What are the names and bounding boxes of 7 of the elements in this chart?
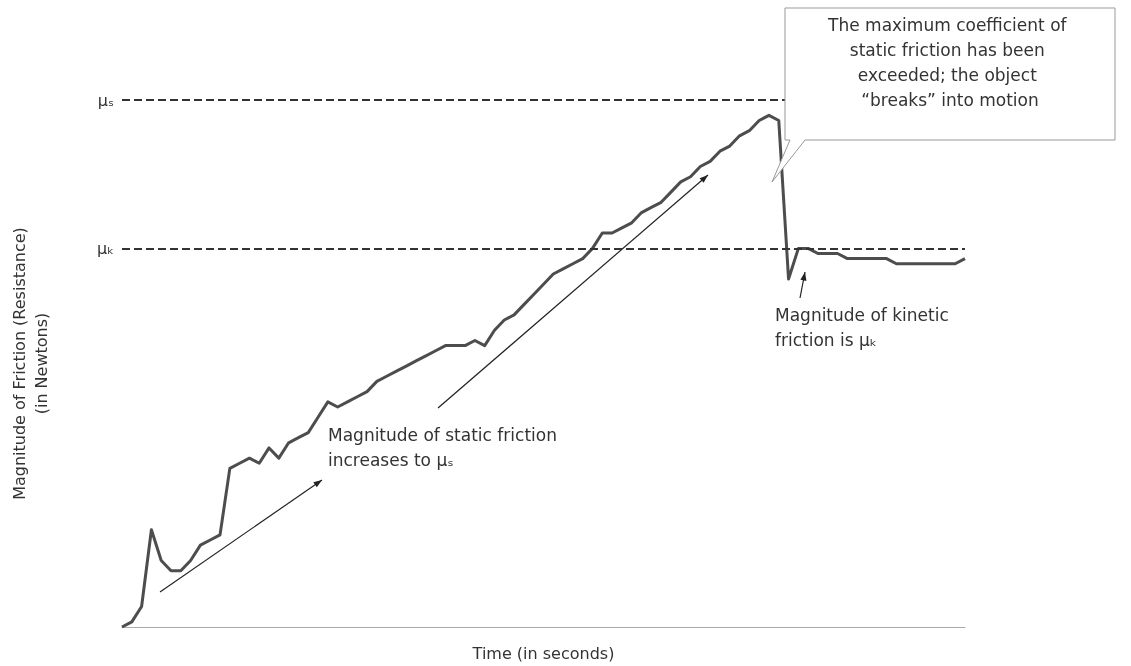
y-axis-title: Magnitude of Friction (Resistance) (in Newtons) <box>9 227 51 500</box>
x-axis-title: Time (in seconds) <box>471 643 615 663</box>
annotation: Magnitude of kinetic friction is μₖ <box>775 304 955 350</box>
annotation: Magnitude of static friction increases to μₛ <box>328 424 563 470</box>
text: The maximum coefficient of static friction has been exceeded; the object “breaks” into motion <box>827 14 1072 110</box>
ref-line-label: μₛ <box>97 90 115 110</box>
ref-line-label: μₖ <box>97 238 114 258</box>
